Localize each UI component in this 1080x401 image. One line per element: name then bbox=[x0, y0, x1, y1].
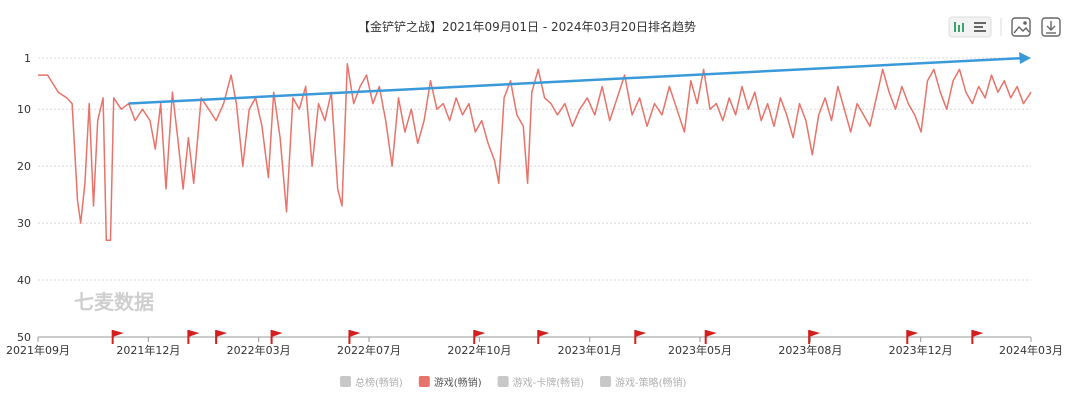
event-flag-icon[interactable] bbox=[187, 330, 200, 344]
x-tick-label: 2023年08月 bbox=[778, 343, 842, 357]
event-flag-icon[interactable] bbox=[270, 330, 283, 344]
y-tick-label: 40 bbox=[17, 274, 31, 287]
legend-label: 总榜(畅销) bbox=[355, 376, 403, 389]
watermark: 七麦数据 bbox=[74, 290, 154, 314]
legend-item[interactable]: 游戏-卡牌(畅销) bbox=[497, 376, 585, 389]
series-layer bbox=[38, 52, 1032, 241]
download-icon[interactable] bbox=[1041, 17, 1061, 37]
legend-label: 游戏(畅销) bbox=[434, 376, 482, 389]
y-tick-label: 30 bbox=[17, 217, 31, 230]
x-tick-label: 2023年01月 bbox=[558, 343, 622, 357]
x-axis: 2021年09月 2021年12月 2022年03月 2022年07月 2022年10月… bbox=[6, 336, 1063, 357]
event-flag-icon[interactable] bbox=[906, 330, 919, 344]
x-tick-label: 2023年05月 bbox=[668, 343, 732, 357]
x-tick-label: 2022年10月 bbox=[447, 343, 511, 357]
y-tick-label: 20 bbox=[17, 160, 31, 173]
y-axis-ticks: 1 10 20 30 40 50 bbox=[17, 52, 31, 344]
legend-item[interactable]: 游戏-策略(畅销) bbox=[600, 376, 687, 389]
legend-item[interactable]: 游戏(畅销) bbox=[418, 376, 482, 389]
x-tick-label: 2021年12月 bbox=[116, 343, 180, 357]
save-image-icon[interactable] bbox=[1011, 17, 1031, 37]
grid bbox=[38, 57, 1031, 281]
x-tick-label: 2024年03月 bbox=[999, 343, 1063, 357]
y-tick-label: 10 bbox=[17, 103, 31, 116]
chart-title: 【金铲铲之战】2021年09月01日 - 2024年03月20日排名趋势 bbox=[358, 19, 696, 34]
event-flag-icon[interactable] bbox=[215, 330, 228, 344]
x-tick-label: 2022年07月 bbox=[337, 343, 401, 357]
x-tick-label: 2023年12月 bbox=[889, 343, 953, 357]
event-flag-icon[interactable] bbox=[537, 330, 550, 344]
legend-label: 游戏-策略(畅销) bbox=[615, 376, 687, 389]
bar-list-toggle-icon[interactable] bbox=[948, 16, 992, 38]
event-flag-icon[interactable] bbox=[473, 330, 486, 344]
x-tick-label: 2021年09月 bbox=[6, 343, 70, 357]
event-flag-icon[interactable] bbox=[971, 330, 984, 344]
legend: 总榜(畅销) 游戏(畅销) 游戏-卡牌(畅销) 游戏-策略(畅销) bbox=[340, 376, 687, 389]
event-flag-icon[interactable] bbox=[111, 330, 124, 344]
trend-arrow-line bbox=[128, 56, 1026, 105]
y-tick-label: 1 bbox=[24, 52, 31, 65]
legend-item[interactable]: 总榜(畅销) bbox=[340, 376, 403, 389]
y-tick-label: 50 bbox=[17, 331, 31, 344]
event-flag-icon[interactable] bbox=[348, 330, 361, 344]
x-tick-label: 2022年03月 bbox=[227, 343, 291, 357]
trend-arrow-head bbox=[1019, 52, 1031, 64]
event-flag-icon[interactable] bbox=[808, 330, 821, 344]
event-flag-icon[interactable] bbox=[704, 330, 717, 344]
legend-label: 游戏-卡牌(畅销) bbox=[513, 376, 585, 389]
toolbar bbox=[948, 16, 1061, 38]
event-flags bbox=[111, 330, 984, 344]
event-flag-icon[interactable] bbox=[634, 330, 647, 344]
series-line-game-grossing bbox=[38, 62, 1032, 241]
